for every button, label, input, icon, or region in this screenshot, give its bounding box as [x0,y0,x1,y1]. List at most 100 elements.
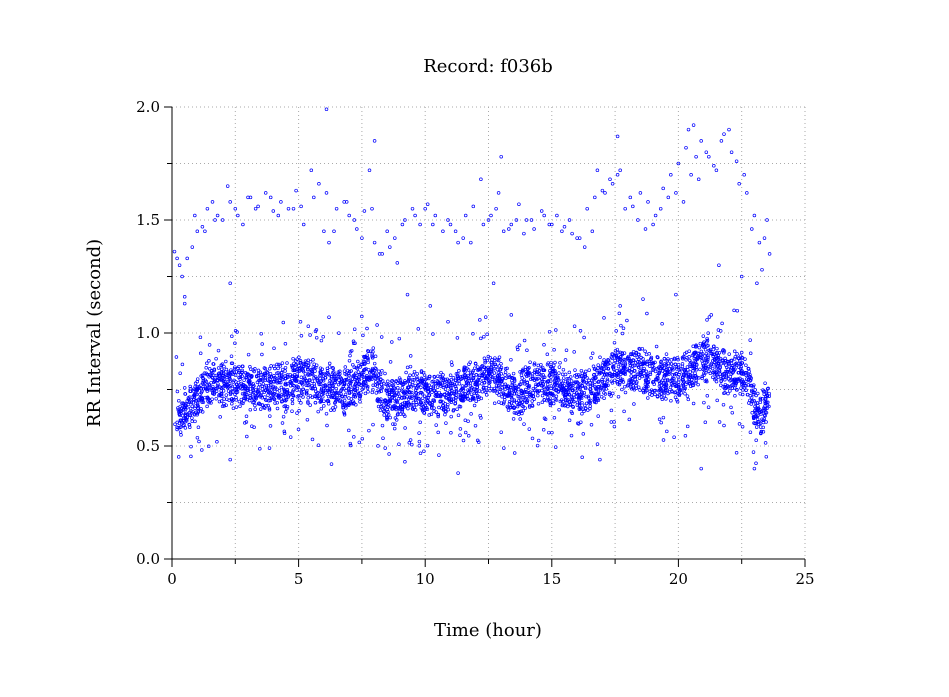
data-point [331,370,336,374]
data-point [527,405,532,409]
data-point [571,404,575,409]
data-point [599,394,604,399]
data-point [268,396,273,401]
data-point [222,404,226,408]
data-point [433,213,438,218]
data-point [547,329,552,334]
data-point [716,375,720,379]
data-point [445,377,450,382]
data-point [525,380,530,384]
data-point [360,314,364,319]
data-point [329,408,333,412]
data-point [246,352,251,357]
data-point [313,369,317,373]
data-point [730,366,734,370]
data-point [412,393,417,397]
data-point [225,184,230,188]
data-point [413,388,418,392]
data-point [700,359,704,363]
data-point [299,380,303,384]
data-point [634,384,638,388]
data-point [246,388,250,392]
data-point [278,380,283,385]
data-point [381,405,386,410]
data-point [609,394,613,398]
data-point [323,388,327,393]
data-point [665,378,670,383]
data-point [580,411,584,416]
data-point [637,352,641,357]
data-point [243,421,247,425]
data-point [462,373,467,377]
data-point [360,374,365,378]
data-point [289,363,294,368]
data-point [334,376,338,381]
data-point [326,402,331,406]
data-point [622,371,626,375]
data-point [205,361,209,366]
data-point [461,395,465,399]
y-axis-label: RR Interval (second) [84,239,105,427]
data-point [428,304,433,308]
data-point [475,378,480,383]
data-point [662,366,666,370]
data-point [725,359,730,364]
data-point [353,371,358,376]
data-point [323,384,328,389]
data-point [382,381,386,386]
data-point [176,425,181,430]
data-point [490,377,495,381]
data-point [182,386,187,390]
data-point [390,379,394,384]
data-point [252,400,256,404]
data-point [553,360,557,365]
data-point [247,378,252,383]
data-point [200,381,205,385]
data-point [466,434,471,438]
data-point [729,358,733,363]
data-point [717,263,721,267]
data-point [325,423,329,428]
data-point [440,380,445,385]
data-point [703,364,708,368]
data-point [563,398,568,402]
data-point [716,353,720,358]
data-point [362,354,366,359]
data-point [642,386,646,390]
data-point [294,368,299,372]
data-point [590,383,595,388]
data-point [182,405,187,409]
data-point [741,380,746,384]
data-point [448,373,453,377]
data-point [542,343,546,347]
data-point [320,372,324,376]
data-point [371,422,375,427]
data-point [698,367,702,372]
data-point [629,374,633,378]
data-point [332,374,336,378]
data-point [500,394,504,399]
data-point [746,366,751,371]
data-point [579,368,584,373]
data-point [728,374,733,379]
data-point [403,460,407,464]
data-point [542,387,547,392]
data-point [540,379,545,383]
data-point [543,391,547,396]
data-point [416,327,421,331]
data-point [267,406,272,411]
data-point [237,369,242,373]
data-point [363,391,368,396]
data-point [314,335,319,340]
data-point [191,409,195,414]
data-point [687,372,691,377]
data-point [203,378,208,382]
data-point [706,357,710,361]
data-point [754,461,758,466]
data-point [609,420,614,424]
data-point [597,370,602,375]
data-point [562,225,567,229]
data-point [352,365,357,369]
data-point [658,387,663,392]
data-point [260,387,265,391]
